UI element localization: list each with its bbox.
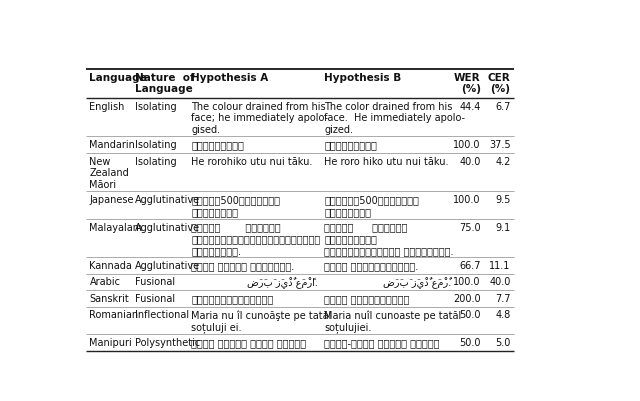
Text: つまに内緒で500万円の腕時計を
買ってしまった。: つまに内緒で500万円の腕時計を 買ってしまった。 [324, 194, 419, 216]
Text: 200.0: 200.0 [453, 293, 481, 303]
Text: ꯃ꫞꫃ꪵ-꫔ꭜ꫘ꪰ ꫆ꪰꭖ꫆꫐ ꪰꯘ꫃꫁꫁: ꯃ꫞꫃ꪵ-꫔ꭜ꫘ꪰ ꫆ꪰꭖ꫆꫐ ꪰꯘ꫃꫁꫁ [324, 337, 440, 347]
Text: Malayalam: Malayalam [90, 222, 143, 232]
Text: He roro hiko utu nui tāku.: He roro hiko utu nui tāku. [324, 156, 449, 166]
Text: Manipuri: Manipuri [90, 337, 132, 347]
Text: Hypothesis B: Hypothesis B [324, 73, 401, 83]
Text: Polysynthetic: Polysynthetic [135, 337, 200, 347]
Text: 40.0: 40.0 [489, 277, 511, 287]
Text: सस्य श्यामलाम्।: सस्य श्यामलाम्। [324, 293, 410, 303]
Text: 50.0: 50.0 [460, 337, 481, 347]
Text: അഞ്ചു        ശതമാനം
കൊടുക്കാമെന്നായിരുന്നു
വാഗ്ദാനം.: അഞ്ചു ശതമാനം കൊടുക്കാമെന്നായിരുന്നു വാഗ്… [191, 222, 321, 255]
Text: 9.5: 9.5 [495, 194, 511, 205]
Text: 妻に内緒で500万円の腕時計を
買ってしまった。: 妻に内緒で500万円の腕時計を 買ってしまった。 [191, 194, 280, 216]
Text: Inflectional: Inflectional [135, 310, 189, 320]
Text: ಅವರು ಎಲ್ಲಿದ್ದಾರೆ.: ಅವರು ಎಲ್ಲಿದ್ದಾರೆ. [324, 260, 419, 270]
Text: ضَرَبَ زَيْدٌ عَمْرٌ.: ضَرَبَ زَيْدٌ عَمْرٌ. [383, 277, 451, 289]
Text: 11.1: 11.1 [489, 260, 511, 270]
Text: Isolating: Isolating [135, 156, 177, 166]
Text: 50.0: 50.0 [460, 310, 481, 320]
Text: 44.4: 44.4 [460, 101, 481, 111]
Text: 100.0: 100.0 [453, 140, 481, 150]
Text: Agglutinative: Agglutinative [135, 222, 200, 232]
Text: Kannada: Kannada [90, 260, 132, 270]
Text: ضَرَبَ زَيْدٌ عَمْرًا.: ضَرَبَ زَيْدٌ عَمْرًا. [247, 277, 318, 289]
Text: English: English [90, 101, 125, 111]
Text: 5.0: 5.0 [495, 337, 511, 347]
Text: 我认识很多中国人。: 我认识很多中国人。 [191, 140, 244, 150]
Text: Fusional: Fusional [135, 277, 175, 287]
Text: Sanskrit: Sanskrit [90, 293, 129, 303]
Text: 40.0: 40.0 [460, 156, 481, 166]
Text: 7.7: 7.7 [495, 293, 511, 303]
Text: The color drained from his
face.  He immediately apolo-
gized.: The color drained from his face. He imme… [324, 101, 465, 134]
Text: He rorohiko utu nui tāku.: He rorohiko utu nui tāku. [191, 156, 312, 166]
Text: Fusional: Fusional [135, 293, 175, 303]
Text: 4.2: 4.2 [495, 156, 511, 166]
Text: New
Zealand
Māori: New Zealand Māori [90, 156, 129, 189]
Text: Romanian: Romanian [90, 310, 138, 320]
Text: Agglutinative: Agglutinative [135, 194, 200, 205]
Text: Hypothesis A: Hypothesis A [191, 73, 268, 83]
Text: 9.1: 9.1 [495, 222, 511, 232]
Text: CER
(%): CER (%) [488, 73, 511, 94]
Text: 4.8: 4.8 [495, 310, 511, 320]
Text: 我認識很多中國人。: 我認識很多中國人。 [324, 140, 377, 150]
Text: Arabic: Arabic [90, 277, 120, 287]
Text: 75.0: 75.0 [459, 222, 481, 232]
Text: Isolating: Isolating [135, 101, 177, 111]
Text: The colour drained from his
face; he immediately apolo-
gised.: The colour drained from his face; he imm… [191, 101, 328, 134]
Text: Mandarin: Mandarin [90, 140, 135, 150]
Text: 100.0: 100.0 [453, 194, 481, 205]
Text: सस्यश्यामलाम्।: सस्यश्यामलाम्। [191, 293, 273, 303]
Text: Isolating: Isolating [135, 140, 177, 150]
Text: 66.7: 66.7 [460, 260, 481, 270]
Text: ꯃ꫞꫃ꪵ ꫔ꭜ꫘ꪰ꫆ ꪰꭖ꫆꫐ ꪰꯘ꫃꫁꫁: ꯃ꫞꫃ꪵ ꫔ꭜ꫘ꪰ꫆ ꪰꭖ꫆꫐ ꪰꯘ꫃꫁꫁ [191, 337, 306, 347]
Text: Nature  of
Language: Nature of Language [135, 73, 195, 94]
Text: WER
(%): WER (%) [454, 73, 481, 94]
Text: Language: Language [90, 73, 147, 83]
Text: ಅವರು ಎಲ್ಲಿ ಇದ್ದಾರೆ.: ಅವರು ಎಲ್ಲಿ ಇದ್ದಾರೆ. [191, 260, 294, 270]
Text: Japanese: Japanese [90, 194, 134, 205]
Text: Maria nuîl cunoaste pe tatăl
soțulujiei.: Maria nuîl cunoaste pe tatăl soțulujiei. [324, 310, 461, 332]
Text: 100.0: 100.0 [453, 277, 481, 287]
Text: 37.5: 37.5 [489, 140, 511, 150]
Text: Agglutinative: Agglutinative [135, 260, 200, 270]
Text: അഞ്ച്      ശതമാനം
കൊടുക്കാം
എന്നായിരുന്നു വാഗ്ദാനം.: അഞ്ച് ശതമാനം കൊടുക്കാം എന്നായിരുന്നു വാഗ… [324, 222, 454, 255]
Text: Maria nu îl cunoăşte pe tatăl
soțuluji ei.: Maria nu îl cunoăşte pe tatăl soțuluji e… [191, 310, 332, 332]
Text: 6.7: 6.7 [495, 101, 511, 111]
